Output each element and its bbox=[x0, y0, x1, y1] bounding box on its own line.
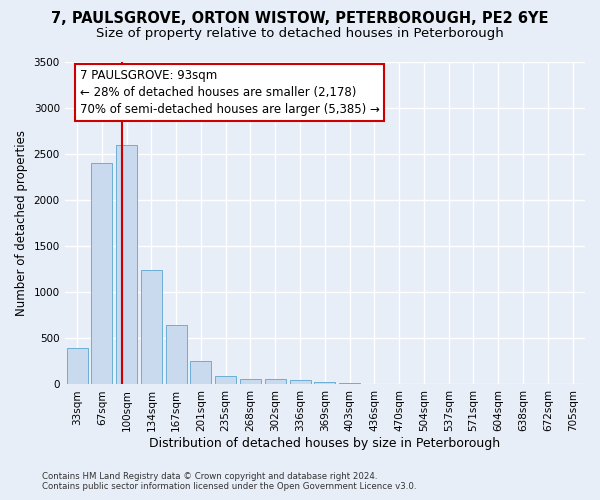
Bar bbox=[166, 326, 187, 384]
Bar bbox=[265, 380, 286, 384]
Bar bbox=[240, 379, 261, 384]
Text: 7 PAULSGROVE: 93sqm
← 28% of detached houses are smaller (2,178)
70% of semi-det: 7 PAULSGROVE: 93sqm ← 28% of detached ho… bbox=[80, 69, 379, 116]
Bar bbox=[339, 383, 360, 384]
Bar bbox=[141, 270, 162, 384]
Bar bbox=[190, 361, 211, 384]
Bar bbox=[67, 348, 88, 384]
Text: Size of property relative to detached houses in Peterborough: Size of property relative to detached ho… bbox=[96, 28, 504, 40]
Bar bbox=[314, 382, 335, 384]
Bar bbox=[116, 144, 137, 384]
Text: 7, PAULSGROVE, ORTON WISTOW, PETERBOROUGH, PE2 6YE: 7, PAULSGROVE, ORTON WISTOW, PETERBOROUG… bbox=[51, 11, 549, 26]
Bar bbox=[91, 163, 112, 384]
Bar bbox=[290, 380, 311, 384]
Text: Contains HM Land Registry data © Crown copyright and database right 2024.
Contai: Contains HM Land Registry data © Crown c… bbox=[42, 472, 416, 491]
Bar bbox=[215, 376, 236, 384]
Y-axis label: Number of detached properties: Number of detached properties bbox=[15, 130, 28, 316]
X-axis label: Distribution of detached houses by size in Peterborough: Distribution of detached houses by size … bbox=[149, 437, 500, 450]
